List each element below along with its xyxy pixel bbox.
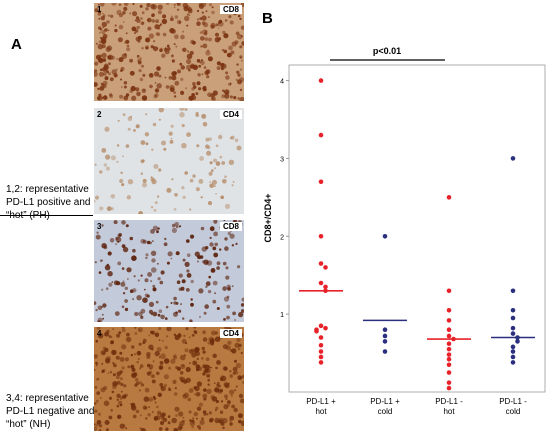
data-point [323,325,328,331]
x-tick-label: PD-L1 + [306,397,336,406]
panel-a-label: A [11,36,22,53]
data-point [510,331,516,336]
data-point [382,233,388,239]
divider-line [0,215,93,216]
y-tick-label: 2 [280,234,284,241]
y-tick-label: 1 [280,312,284,319]
data-point [318,323,324,329]
x-tick-label-line2: cold [506,407,521,416]
data-point [446,346,452,352]
x-tick-label-line2: hot [315,407,327,416]
caption-top: 1,2: representative PD-L1 positive and “… [6,184,91,221]
data-point [318,335,324,340]
y-axis-label: CD8+/CD4+ [263,193,273,242]
data-point [510,315,516,321]
data-point [446,333,452,339]
micrograph-3-number: 3 [97,222,102,231]
y-tick-label: 3 [280,156,284,163]
micrograph-4-texture [94,327,244,431]
data-point [318,280,324,286]
micrograph-3-texture [94,220,244,322]
x-tick-label: PD-L1 - [499,397,527,406]
data-point [510,156,516,161]
data-point [446,362,452,368]
micrograph-2-texture [94,108,244,214]
data-point [446,380,452,385]
data-point [382,327,388,333]
micrograph-2: 2 CD4 [94,108,244,214]
micrograph-1-number: 1 [97,5,102,14]
significance-annotation: p<0.01 [373,46,401,56]
data-point [382,339,388,344]
x-tick-label-line2: hot [443,407,455,416]
data-point [510,349,516,354]
plot-frame [288,64,546,393]
data-point [318,354,324,360]
x-tick-label-line2: cold [378,407,393,416]
data-point [510,307,516,313]
data-point [318,360,324,365]
data-point [314,328,319,334]
micrograph-3: 3 CD8 [94,220,244,322]
data-point [446,288,452,294]
data-point [318,132,324,138]
data-point [446,195,452,200]
data-point [446,385,452,391]
data-point [451,336,456,342]
micrograph-2-stain: CD4 [219,110,242,119]
data-point [510,325,516,331]
micrograph-4-number: 4 [97,329,102,338]
micrograph-4-stain: CD4 [219,329,242,338]
data-point [515,339,520,344]
micrograph-1-texture [94,3,244,101]
data-point [382,349,388,354]
data-point [382,333,388,339]
data-point [510,354,516,360]
data-point [318,342,324,348]
panel-b-label: B [262,10,273,27]
data-point [446,318,452,323]
data-point [446,352,452,357]
data-point [446,307,452,313]
data-marks [299,78,535,391]
data-point [510,288,516,294]
data-point [515,335,520,340]
x-tick-label: PD-L1 + [370,397,400,406]
micrograph-3-stain: CD8 [219,222,242,231]
data-point [446,341,452,347]
x-tick-label: PD-L1 - [435,397,463,406]
data-point [323,288,328,294]
data-point [446,357,452,362]
data-point [318,349,324,354]
data-point [318,78,324,83]
micrograph-4: 4 CD4 [94,327,244,431]
micrograph-2-number: 2 [97,110,102,119]
data-point [510,360,516,365]
micrograph-1: 1 CD8 [94,3,244,101]
data-point [318,261,324,266]
data-point [510,344,516,350]
micrograph-1-stain: CD8 [219,5,242,14]
data-point [318,179,324,185]
data-point [323,284,328,290]
y-tick-label: 4 [280,79,284,86]
data-point [323,265,328,270]
caption-bottom: 3,4: representative PD-L1 negative and “… [6,393,95,430]
data-point [446,370,452,375]
data-point [318,233,324,239]
data-point [446,327,452,333]
